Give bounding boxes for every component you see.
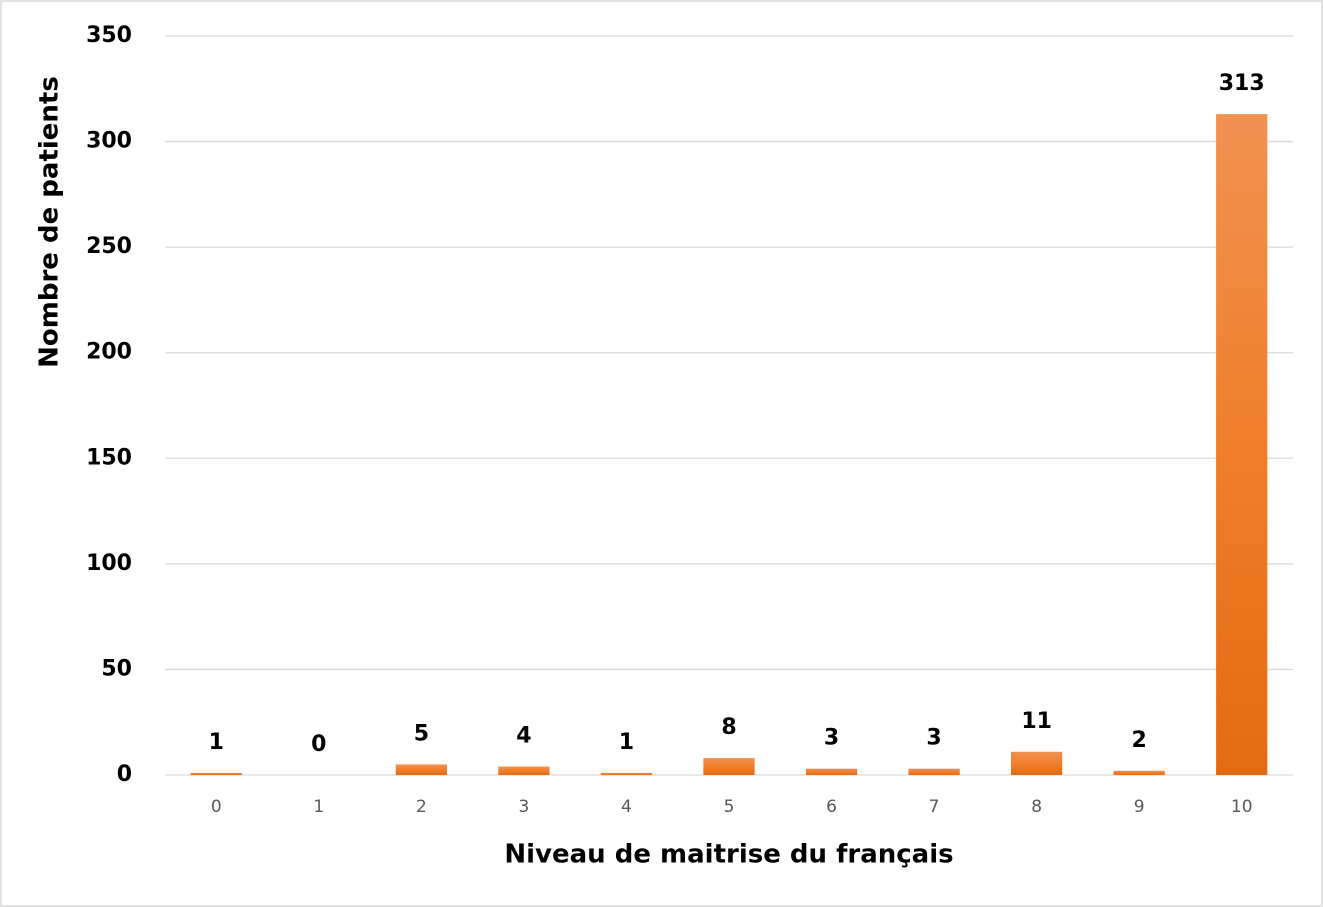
bar bbox=[1011, 751, 1063, 775]
x-tick-label: 6 bbox=[826, 797, 837, 817]
x-tick-label: 3 bbox=[518, 797, 529, 817]
value-label: 1 bbox=[209, 730, 224, 755]
bar bbox=[190, 772, 242, 775]
x-tick-label: 4 bbox=[621, 797, 632, 817]
bar bbox=[703, 758, 755, 775]
value-label: 313 bbox=[1219, 71, 1265, 96]
y-axis-title: Nombre de patients bbox=[35, 76, 65, 368]
bar bbox=[1216, 114, 1268, 775]
x-axis-title: Niveau de maitrise du français bbox=[504, 840, 953, 870]
x-tick-label: 5 bbox=[724, 797, 735, 817]
value-label: 8 bbox=[721, 715, 736, 740]
bar bbox=[1113, 770, 1165, 775]
x-tick-label: 0 bbox=[211, 797, 222, 817]
x-tick-label: 9 bbox=[1134, 797, 1145, 817]
y-tick-label: 300 bbox=[86, 129, 132, 154]
y-tick-label: 200 bbox=[86, 340, 132, 365]
value-label: 3 bbox=[926, 726, 941, 751]
y-tick-label: 350 bbox=[86, 23, 132, 48]
value-label: 2 bbox=[1132, 728, 1147, 753]
y-tick-label: 250 bbox=[86, 234, 132, 259]
x-tick-label: 10 bbox=[1231, 797, 1253, 817]
value-label: 5 bbox=[414, 721, 429, 746]
y-tick-label: 0 bbox=[117, 762, 132, 787]
x-tick-label: 1 bbox=[313, 797, 324, 817]
y-tick-label: 100 bbox=[86, 551, 132, 576]
bar bbox=[908, 768, 960, 775]
x-tick-label: 8 bbox=[1031, 797, 1042, 817]
value-label: 3 bbox=[824, 726, 839, 751]
x-tick-label: 2 bbox=[416, 797, 427, 817]
value-label: 1 bbox=[619, 730, 634, 755]
value-label: 4 bbox=[516, 724, 531, 749]
bar bbox=[395, 764, 447, 775]
value-label: 0 bbox=[311, 732, 326, 757]
bar bbox=[600, 772, 653, 775]
y-tick-label: 50 bbox=[101, 656, 132, 681]
y-tick-label: 150 bbox=[86, 445, 132, 470]
value-label: 11 bbox=[1021, 709, 1052, 734]
bar bbox=[498, 766, 550, 775]
x-tick-label: 7 bbox=[929, 797, 940, 817]
bar bbox=[805, 768, 858, 775]
